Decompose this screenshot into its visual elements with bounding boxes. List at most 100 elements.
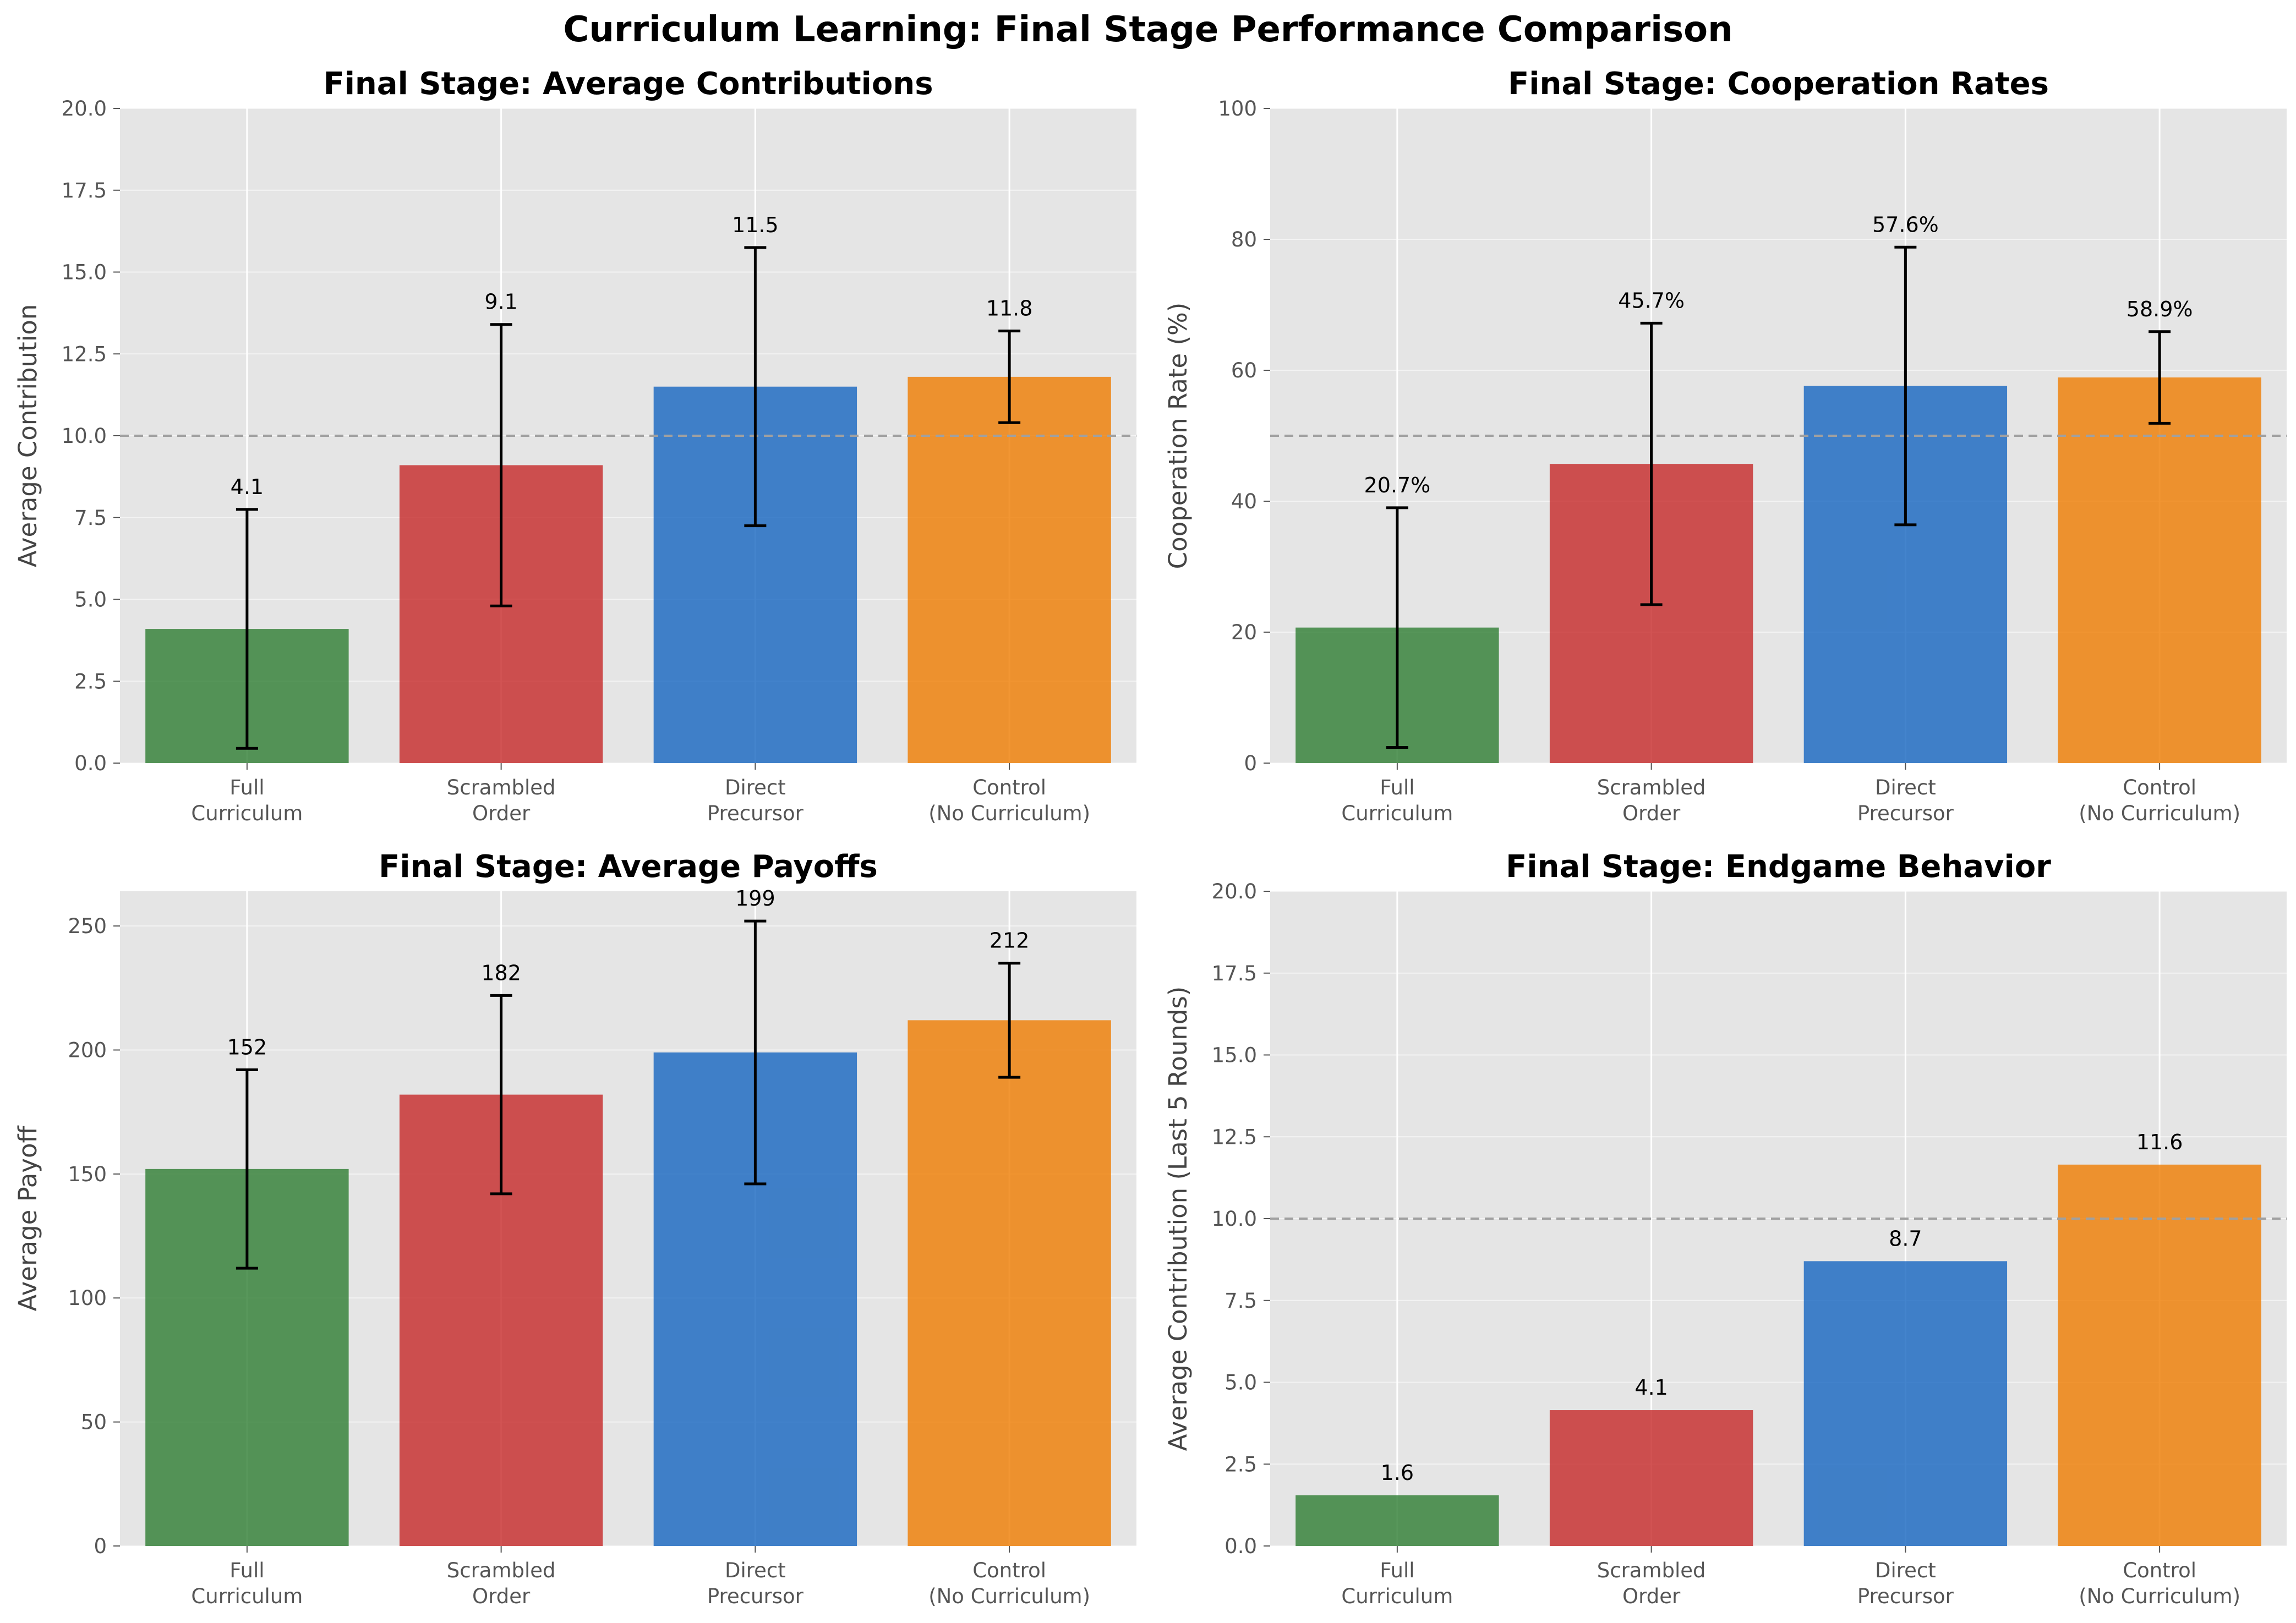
y-tick-label: 2.5 xyxy=(1224,1452,1257,1476)
x-category-label-line: Control xyxy=(972,776,1046,799)
data-label: 4.1 xyxy=(231,475,264,499)
data-label: 58.9% xyxy=(2126,297,2193,321)
y-tick-label: 0 xyxy=(1244,752,1257,775)
x-category-label: Control (No Curriculum) xyxy=(2079,1559,2240,1608)
x-category-label-line: Direct xyxy=(725,1559,786,1582)
x-category-label-line: Order xyxy=(472,1584,531,1608)
x-category-label: Direct Precursor xyxy=(707,1559,804,1608)
x-category-label-line: Full xyxy=(229,1559,264,1582)
chart-panel-4: 1.6 4.1 8.7 11.6 0.0 2.5 5.0 7.5 10.0 12.5 15.0 17.… xyxy=(1163,849,2287,1608)
x-category-label-line: Control xyxy=(2123,776,2196,799)
panel-title: Final Stage: Average Contributions xyxy=(323,66,933,102)
x-category-label: Full Curriculum xyxy=(191,1559,303,1608)
y-tick-label: 7.5 xyxy=(1224,1289,1257,1313)
x-category-label: Full Curriculum xyxy=(191,776,303,825)
data-label: 8.7 xyxy=(1889,1226,1922,1251)
data-label: 182 xyxy=(481,961,521,985)
data-label: 4.1 xyxy=(1634,1375,1668,1400)
y-tick-label: 60 xyxy=(1231,359,1257,382)
chart-panel-1: 4.1 9.1 11.5 11.8 0.0 2.5 5.0 7.5 10.0 12.5 15.0 17… xyxy=(13,66,1136,825)
data-label: 11.8 xyxy=(986,297,1033,321)
x-category-label-line: Precursor xyxy=(1857,1584,1954,1608)
data-label: 45.7% xyxy=(1618,288,1685,312)
x-category-label: Direct Precursor xyxy=(707,776,804,825)
x-category-label: Full Curriculum xyxy=(1341,776,1453,825)
data-label: 152 xyxy=(227,1035,267,1060)
x-category-label-line: Full xyxy=(1380,776,1414,799)
x-category-label-line: (No Curriculum) xyxy=(928,802,1090,825)
y-tick-label: 100 xyxy=(68,1286,107,1310)
x-category-label: Control (No Curriculum) xyxy=(2079,776,2240,825)
y-tick-label: 0.0 xyxy=(74,752,107,775)
x-category-label: Scrambled Order xyxy=(1597,776,1706,825)
y-tick-label: 200 xyxy=(68,1038,107,1062)
x-category-label-line: Order xyxy=(1622,1584,1681,1608)
y-tick-label: 5.0 xyxy=(1224,1371,1257,1395)
y-tick-label: 50 xyxy=(81,1411,107,1434)
bar xyxy=(908,376,1111,763)
y-tick-label: 20 xyxy=(1231,621,1257,644)
x-category-label: Control (No Curriculum) xyxy=(928,776,1090,825)
x-category-label: Control (No Curriculum) xyxy=(928,1559,1090,1608)
panel-title: Final Stage: Cooperation Rates xyxy=(1508,66,2049,102)
x-category-label-line: Scrambled xyxy=(447,1559,556,1582)
y-tick-label: 5.0 xyxy=(74,588,107,612)
y-tick-label: 20.0 xyxy=(1212,880,1257,903)
x-category-label: Scrambled Order xyxy=(1597,1559,1706,1608)
y-axis-label: Average Contribution (Last 5 Rounds) xyxy=(1163,986,1193,1451)
x-category-label-line: Scrambled xyxy=(1597,1559,1706,1582)
data-label: 212 xyxy=(990,929,1030,953)
y-tick-label: 0.0 xyxy=(1224,1534,1257,1558)
y-axis-label: Cooperation Rate (%) xyxy=(1163,303,1193,569)
data-label: 11.6 xyxy=(2136,1130,2183,1154)
chart-panels: 4.1 9.1 11.5 11.8 0.0 2.5 5.0 7.5 10.0 12.5 15.0 17… xyxy=(13,66,2287,1608)
x-category-label-line: Full xyxy=(1380,1559,1414,1582)
y-tick-label: 7.5 xyxy=(74,506,107,530)
bar xyxy=(908,1020,1111,1546)
y-tick-label: 250 xyxy=(68,914,107,938)
x-category-label-line: Order xyxy=(472,802,531,825)
x-category-label-line: Control xyxy=(2123,1559,2196,1582)
x-category-label-line: Full xyxy=(229,776,264,799)
x-category-label-line: Scrambled xyxy=(1597,776,1706,799)
panel-title: Final Stage: Average Payoffs xyxy=(379,849,878,885)
y-tick-label: 15.0 xyxy=(1212,1044,1257,1067)
x-category-label: Scrambled Order xyxy=(447,1559,556,1608)
x-category-label: Scrambled Order xyxy=(447,776,556,825)
y-tick-label: 10.0 xyxy=(62,424,107,448)
y-tick-label: 10.0 xyxy=(1212,1207,1257,1231)
chart-panel-3: 152 182 199 212 0 50 100 150 200 250 Full Curriculu… xyxy=(13,849,1136,1608)
x-category-label-line: Control xyxy=(972,1559,1046,1582)
y-tick-label: 40 xyxy=(1231,490,1257,513)
y-tick-label: 100 xyxy=(1218,97,1257,120)
y-tick-label: 150 xyxy=(68,1163,107,1186)
bar xyxy=(1549,1410,1753,1546)
x-category-label-line: Direct xyxy=(1875,776,1936,799)
x-category-label-line: Precursor xyxy=(1857,802,1954,825)
x-category-label: Direct Precursor xyxy=(1857,1559,1954,1608)
x-category-label: Direct Precursor xyxy=(1857,776,1954,825)
x-category-label: Full Curriculum xyxy=(1341,1559,1453,1608)
y-tick-label: 15.0 xyxy=(62,261,107,284)
data-label: 20.7% xyxy=(1364,473,1431,497)
data-label: 57.6% xyxy=(1872,212,1939,237)
y-tick-label: 20.0 xyxy=(62,97,107,120)
figure-title: Curriculum Learning: Final Stage Perform… xyxy=(563,9,1732,50)
panel-title: Final Stage: Endgame Behavior xyxy=(1506,849,2051,885)
bar xyxy=(1803,1261,2008,1546)
x-category-label-line: Scrambled xyxy=(447,776,556,799)
x-category-label-line: Precursor xyxy=(707,802,804,825)
chart-panel-2: 20.7% 45.7% 57.6% 58.9% 0 20 40 60 80 100 Full Curr… xyxy=(1163,66,2287,825)
x-category-label-line: Curriculum xyxy=(1341,802,1453,825)
x-category-label-line: Direct xyxy=(725,776,786,799)
x-category-label-line: (No Curriculum) xyxy=(928,1584,1090,1608)
data-label: 11.5 xyxy=(732,213,779,237)
x-category-label-line: Curriculum xyxy=(191,802,303,825)
x-category-label-line: Curriculum xyxy=(1341,1584,1453,1608)
y-tick-label: 12.5 xyxy=(62,342,107,366)
x-category-label-line: Precursor xyxy=(707,1584,804,1608)
x-category-label-line: Order xyxy=(1622,802,1681,825)
data-label: 199 xyxy=(735,886,775,911)
y-tick-label: 80 xyxy=(1231,228,1257,251)
